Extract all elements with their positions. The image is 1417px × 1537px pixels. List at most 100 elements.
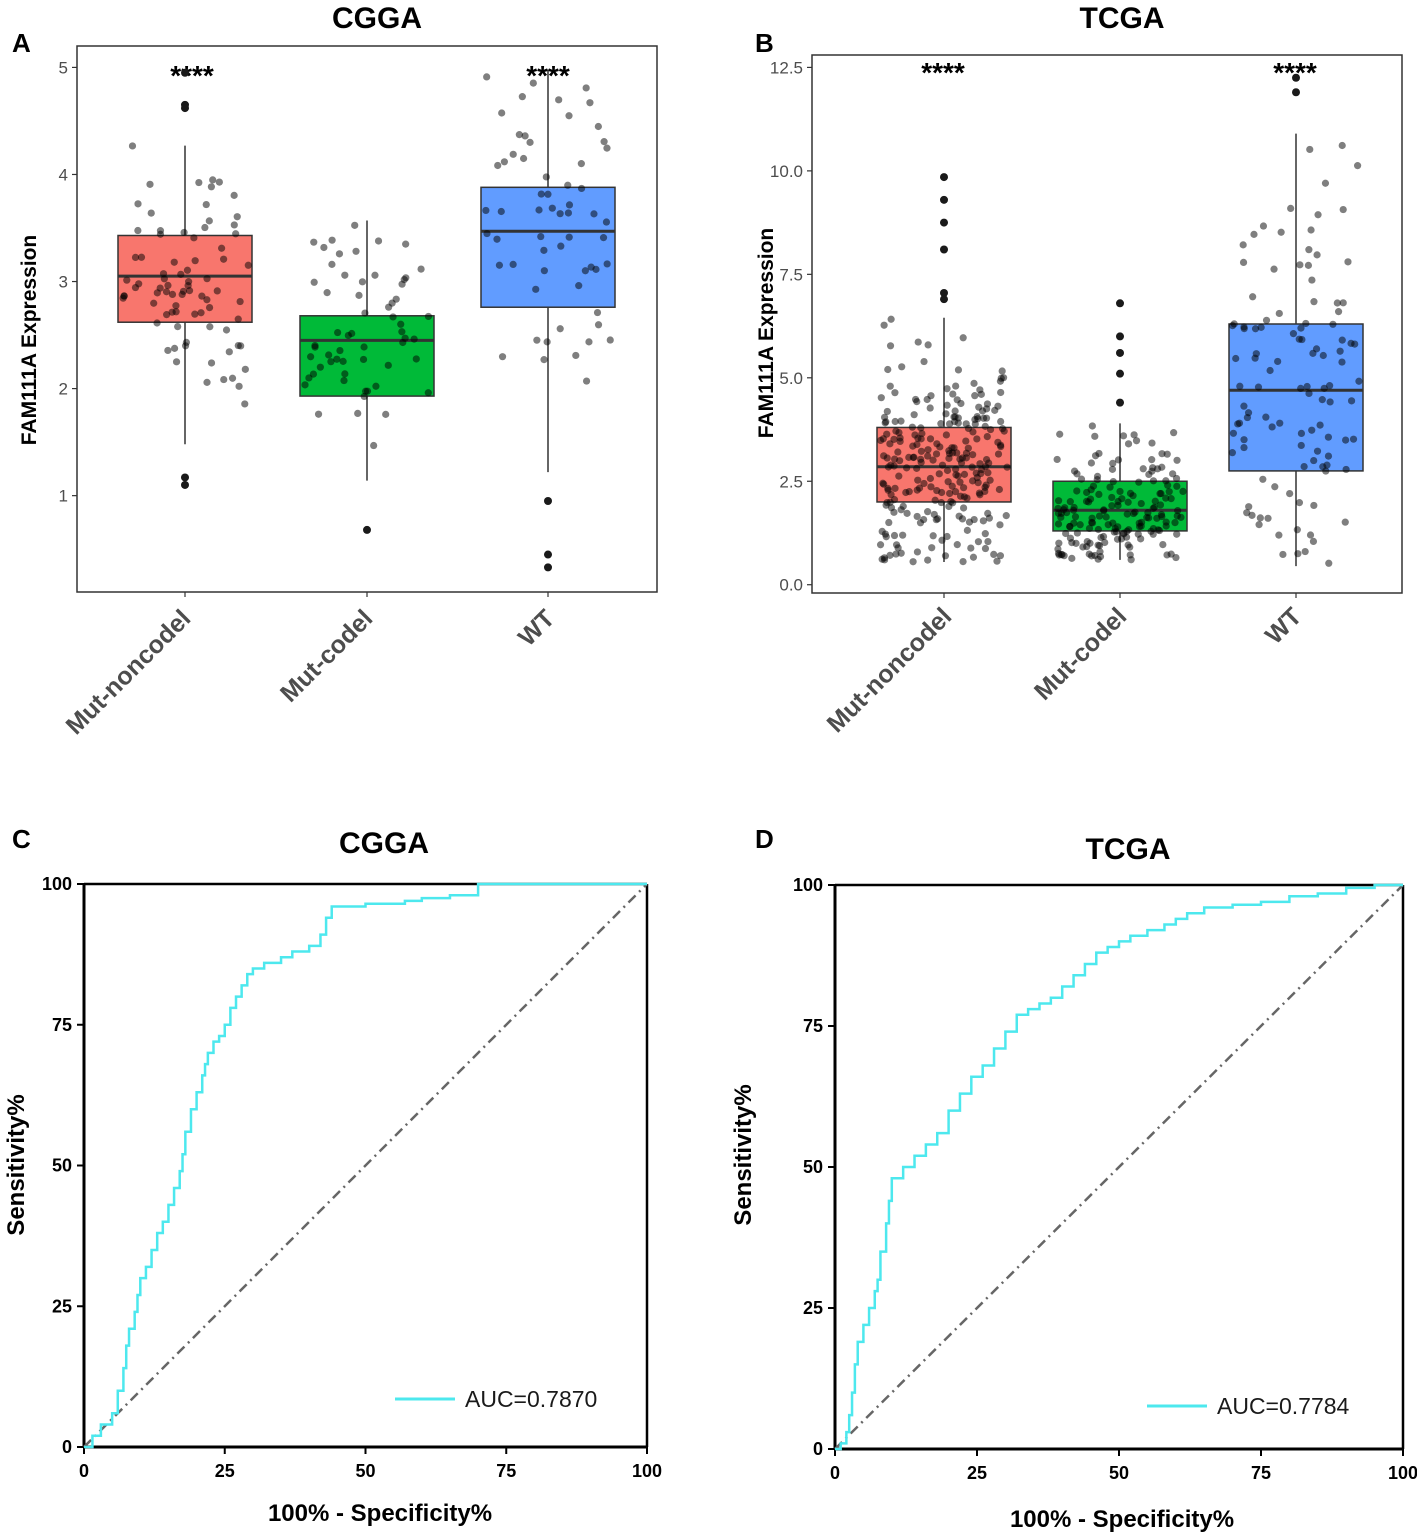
undefined-ytick-label: 5.0 [779, 369, 803, 388]
undefined-point [933, 440, 941, 448]
undefined-point [1296, 261, 1304, 269]
undefined-point [494, 161, 502, 170]
undefined-point [1254, 383, 1263, 391]
undefined-point [1134, 530, 1142, 538]
undefined-point [164, 346, 172, 355]
undefined-point [1334, 308, 1343, 316]
undefined-point [135, 280, 143, 288]
undefined-point [1243, 509, 1251, 517]
undefined-point [913, 440, 921, 449]
undefined-outlier [1116, 369, 1124, 378]
undefined-point [1056, 430, 1064, 438]
undefined-point [897, 417, 905, 425]
panel-d-ylabel: Sensitivity% [730, 1084, 757, 1225]
undefined-point [220, 255, 228, 263]
undefined-point [1055, 539, 1063, 547]
undefined-point [885, 518, 893, 527]
undefined-point [1293, 526, 1301, 534]
undefined-point [354, 409, 362, 417]
undefined-point [1306, 531, 1315, 539]
undefined-point [1338, 336, 1346, 344]
undefined-point [924, 446, 932, 454]
undefined-point [959, 558, 967, 566]
undefined-point [147, 209, 155, 217]
undefined-point [1276, 419, 1284, 427]
undefined-point [1120, 529, 1128, 537]
undefined-outlier [363, 525, 371, 534]
undefined-point [959, 334, 967, 342]
undefined-point [543, 338, 551, 346]
undefined-point [949, 390, 957, 398]
undefined-point [1109, 478, 1117, 486]
undefined-point [993, 557, 1001, 565]
undefined-point [924, 556, 932, 564]
undefined-point [983, 405, 991, 413]
undefined-point [997, 388, 1005, 397]
undefined-point [1070, 503, 1078, 512]
undefined-point [935, 470, 943, 478]
undefined-point [891, 417, 899, 426]
undefined-point [1108, 465, 1117, 473]
undefined-point [1300, 462, 1308, 471]
undefined-point [362, 387, 370, 395]
undefined-point [1310, 501, 1318, 510]
panel-a-title: CGGA [332, 2, 422, 35]
undefined-point [328, 236, 336, 244]
panel-d-ytick-label: 50 [803, 1157, 823, 1177]
undefined-point [307, 353, 315, 361]
undefined-point [1095, 542, 1104, 550]
undefined-point [974, 538, 983, 546]
undefined-point [371, 271, 379, 279]
undefined-point [915, 484, 924, 492]
undefined-point [1342, 436, 1350, 444]
undefined-point [951, 407, 959, 415]
undefined-point [1055, 497, 1063, 505]
undefined-point [1239, 241, 1247, 249]
undefined-point [234, 315, 242, 323]
undefined-point [150, 299, 158, 307]
undefined-point [1003, 463, 1011, 471]
undefined-point [1167, 495, 1175, 503]
undefined-point [924, 508, 932, 516]
panel-b-cat-wt: WT [1260, 602, 1307, 649]
undefined-point [958, 515, 967, 523]
undefined-point [1093, 476, 1101, 484]
panel-d-ytick-label: 75 [803, 1016, 823, 1036]
undefined-point [982, 455, 991, 464]
undefined-point [913, 464, 921, 472]
undefined-point [599, 234, 608, 242]
undefined-point [1066, 534, 1075, 542]
undefined-point [953, 396, 961, 404]
undefined-point [1095, 490, 1103, 499]
undefined-point [195, 178, 203, 187]
undefined-point [1158, 450, 1166, 458]
panel-d-xlabel: 100% - Specificity% [1010, 1506, 1234, 1533]
undefined-ytick-label: 7.5 [779, 265, 803, 284]
undefined-point [1307, 226, 1315, 234]
undefined-point [603, 260, 611, 268]
undefined-point [1250, 230, 1258, 238]
undefined-point [327, 358, 335, 366]
undefined-point [190, 234, 198, 242]
undefined-point [908, 423, 916, 431]
undefined-point [972, 469, 980, 477]
undefined-point [1170, 429, 1178, 437]
undefined-point [1157, 511, 1166, 519]
undefined-point [920, 357, 928, 366]
undefined-frame [811, 54, 1403, 594]
undefined-point [587, 263, 595, 271]
undefined-point [1305, 389, 1313, 398]
undefined-point [123, 276, 131, 284]
panel-c-xtick-label: 75 [496, 1461, 516, 1481]
panel-d-reference-line [834, 884, 1404, 1450]
undefined-point [382, 410, 390, 418]
undefined-point [943, 532, 951, 541]
undefined-point [244, 261, 252, 269]
undefined-outlier [181, 68, 189, 77]
panel-c-xtick-label: 0 [79, 1461, 89, 1481]
panel-d-xtick-label: 75 [1251, 1463, 1271, 1483]
panel-c-ytick-label: 50 [52, 1156, 72, 1176]
undefined-point [372, 382, 380, 390]
undefined-point [1266, 366, 1274, 375]
